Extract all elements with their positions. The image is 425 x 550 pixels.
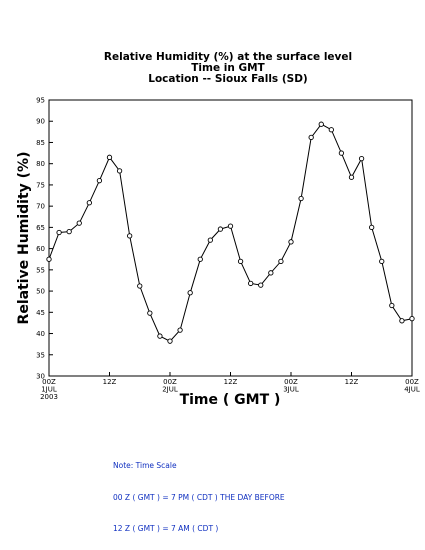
- data-point: [207, 237, 213, 243]
- x-tick-label: 2JUL: [162, 386, 178, 394]
- data-point: [217, 226, 224, 232]
- y-tick-label: 55: [36, 266, 45, 274]
- data-point: [167, 338, 173, 344]
- note-line-3: 12 Z ( GMT ) = 7 AM ( CDT ): [113, 524, 219, 533]
- data-point: [177, 327, 183, 333]
- data-point: [96, 178, 103, 184]
- y-tick-label: 35: [36, 351, 45, 359]
- note-line-1: Note: Time Scale: [113, 461, 177, 470]
- data-point: [399, 318, 405, 324]
- data-point: [197, 256, 203, 262]
- y-tick-label: 90: [36, 118, 45, 126]
- series-line: [48, 123, 413, 342]
- data-point: [379, 258, 385, 265]
- data-point: [76, 220, 82, 226]
- chart-title-line-3: Location -- Sioux Falls (SD): [148, 73, 307, 85]
- data-point: [127, 233, 133, 239]
- note-line-2: 00 Z ( GMT ) = 7 PM ( CDT ) THE DAY BEFO…: [113, 492, 285, 502]
- data-point: [288, 239, 294, 245]
- y-axis-label: Relative Humidity (%): [16, 152, 32, 325]
- y-tick-label: 40: [36, 330, 45, 338]
- x-tick-label: 12Z: [103, 378, 117, 386]
- data-point: [147, 310, 153, 316]
- data-point: [237, 258, 244, 265]
- y-axis: 30 35 40 45 50 55 60 65 70 75 80 85 90 95: [36, 97, 53, 381]
- data-point: [86, 200, 92, 206]
- data-point: [358, 155, 365, 162]
- x-tick-label: 12Z: [345, 378, 359, 386]
- data-point: [258, 282, 264, 288]
- data-point: [66, 228, 72, 235]
- y-tick-label: 65: [36, 224, 45, 232]
- x-tick-label: 12Z: [224, 378, 238, 386]
- x-tick-label: 00Z: [163, 378, 177, 386]
- data-point: [278, 258, 284, 265]
- x-tick-label: 2003: [40, 393, 58, 401]
- data-point: [409, 316, 415, 322]
- data-point: [328, 127, 334, 133]
- x-tick-label: 00Z: [284, 378, 298, 386]
- x-axis-label: Time ( GMT ): [180, 392, 281, 408]
- chart-title-line-1: Relative Humidity (%) at the surface lev…: [104, 51, 352, 63]
- data-point: [187, 290, 193, 296]
- plot-frame: [48, 99, 413, 377]
- data-point: [318, 121, 324, 127]
- time-scale-note: Note: Time Scale 00 Z ( GMT ) = 7 PM ( C…: [113, 440, 285, 545]
- data-point: [369, 224, 375, 231]
- data-point: [389, 302, 395, 309]
- data-point: [46, 256, 52, 262]
- y-tick-label: 95: [36, 97, 45, 105]
- chart-title-line-2: Time in GMT: [191, 62, 265, 74]
- y-tick-label: 75: [36, 181, 45, 189]
- data-point: [248, 280, 254, 287]
- data-point: [298, 195, 304, 202]
- x-tick-label: 4JUL: [404, 386, 420, 394]
- y-tick-label: 45: [36, 309, 45, 317]
- data-point: [116, 168, 123, 174]
- data-point: [308, 134, 314, 141]
- data-point: [137, 283, 143, 289]
- x-tick-label: 1JUL: [41, 386, 57, 394]
- y-tick-label: 70: [36, 203, 45, 211]
- y-tick-label: 30: [36, 373, 45, 381]
- data-point: [338, 150, 345, 156]
- x-tick-label: 00Z: [405, 378, 419, 386]
- y-tick-label: 60: [36, 245, 45, 253]
- y-tick-label: 80: [36, 160, 45, 168]
- series-relative-humidity: [46, 121, 415, 344]
- data-point: [157, 333, 163, 339]
- data-point: [348, 174, 355, 180]
- data-point: [268, 270, 274, 276]
- y-tick-label: 50: [36, 288, 45, 296]
- data-point: [227, 223, 234, 229]
- data-point: [56, 229, 62, 236]
- x-tick-label: 00Z: [42, 378, 56, 386]
- y-tick-label: 85: [36, 139, 45, 147]
- data-point: [106, 154, 113, 160]
- x-tick-label: 3JUL: [283, 386, 299, 394]
